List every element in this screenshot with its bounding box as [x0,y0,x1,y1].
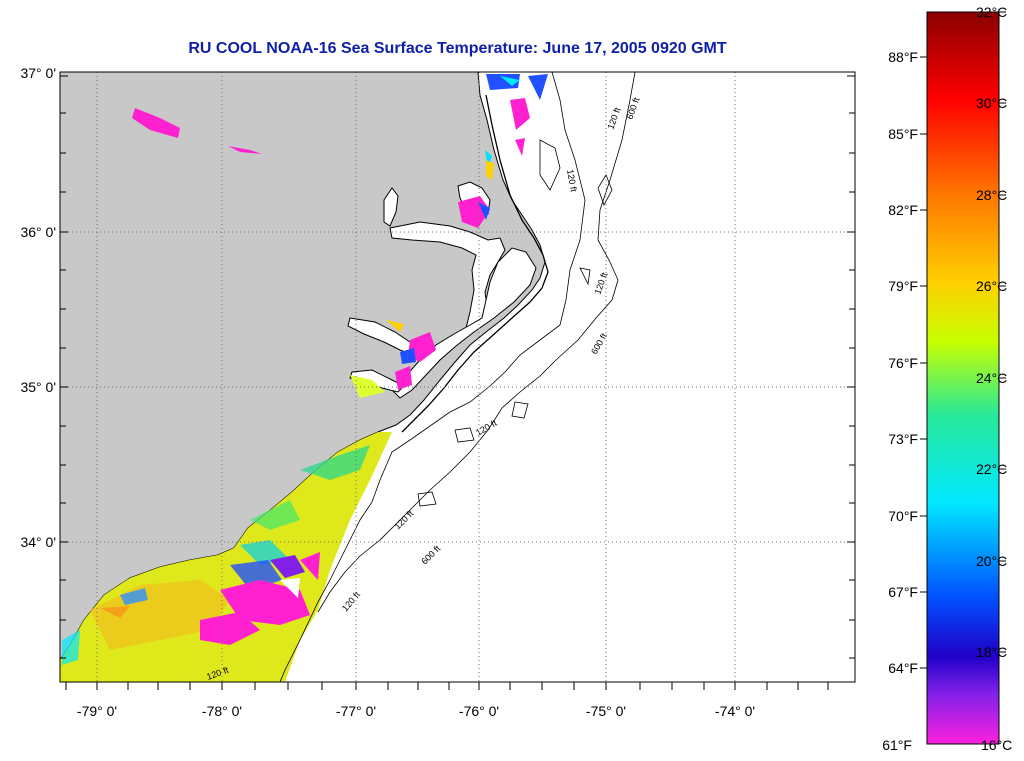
depth-contours [279,72,636,682]
fahrenheit-label: 85°F [888,126,918,142]
fahrenheit-label: 82°F [888,202,918,218]
celsius-label: 32°C [976,4,1007,20]
celsius-label: 24°C [976,370,1007,386]
fahrenheit-label: 70°F [888,508,918,524]
colorbar-gradient [926,11,1000,745]
celsius-label: 20°C [976,553,1007,569]
axis-ticks [60,75,855,690]
celsius-label: 16°C [981,737,1012,753]
celsius-label: 28°C [976,187,1007,203]
color-legend: 88°F 85°F 82°F 79°F 76°F 73°F 70°F 67°F … [882,4,1012,753]
lon-label: -74° 0' [715,703,755,719]
map-frame [59,71,856,683]
lon-label: -77° 0' [336,703,376,719]
fahrenheit-label: 64°F [888,660,918,676]
lon-label: -75° 0' [586,703,626,719]
fahrenheit-label: 76°F [888,355,918,371]
map-plot: 120 ft 600 ft 120 ft 120 ft 600 ft 120 f… [60,72,855,682]
lat-label: 34° 0' [20,534,56,550]
map-title: RU COOL NOAA-16 Sea Surface Temperature:… [188,40,727,57]
chowan-river [383,187,399,227]
pamlico-sound [391,247,537,399]
barrier-island [401,94,549,433]
celsius-label: 18°C [976,644,1007,660]
latitude-labels: 37° 0' 36° 0' 35° 0' 34° 0' [20,65,56,550]
fahrenheit-label: 79°F [888,278,918,294]
lat-label: 36° 0' [20,224,56,240]
lat-label: 37° 0' [20,65,56,81]
lon-label: -76° 0' [459,703,499,719]
contour-label: 120 ft [565,169,579,193]
colorbar-ticks [920,11,1006,669]
sst-data-swath-south [60,432,392,682]
graticule [60,72,855,682]
fahrenheit-label: 73°F [888,431,918,447]
longitude-labels: -79° 0' -78° 0' -77° 0' -76° 0' -75° 0' … [77,703,755,719]
celsius-label: 26°C [976,278,1007,294]
lon-label: -78° 0' [202,703,242,719]
sst-data-north [132,74,548,398]
fahrenheit-label: 67°F [888,584,918,600]
lon-label: -79° 0' [77,703,117,719]
fahrenheit-label: 61°F [882,737,912,753]
lat-label: 35° 0' [20,379,56,395]
celsius-label: 22°C [976,461,1007,477]
celsius-label: 30°C [976,95,1007,111]
fahrenheit-label: 88°F [888,49,918,65]
